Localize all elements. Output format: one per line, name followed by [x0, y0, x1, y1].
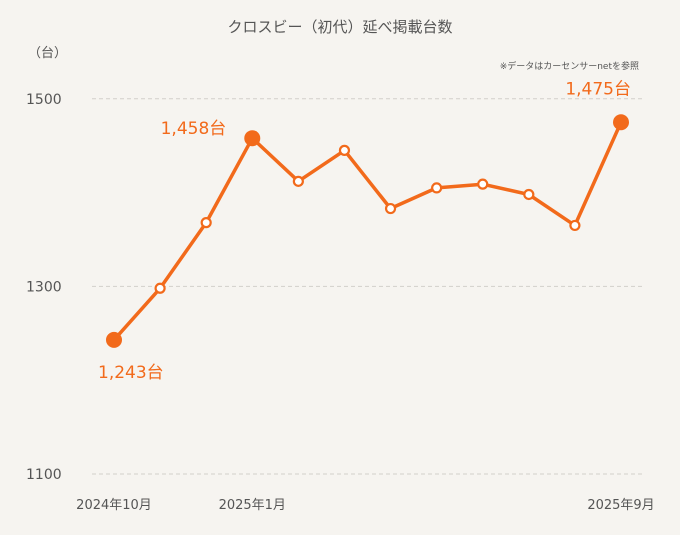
series-group — [106, 114, 629, 348]
grid-lines — [92, 98, 645, 475]
data-label: 1,475台 — [565, 79, 631, 99]
data-point — [477, 178, 489, 190]
x-tick-labels: 2024年10月 2025年1月 2025年9月 — [76, 498, 655, 513]
y-tick-labels: 1100 1300 1500 — [26, 92, 62, 483]
data-label: 1,458台 — [161, 119, 227, 139]
x-tick-label: 2025年9月 — [587, 498, 654, 513]
y-axis-unit: （台） — [28, 46, 67, 61]
data-point — [154, 282, 166, 294]
data-point — [292, 175, 304, 187]
data-point — [384, 202, 397, 215]
series-line — [112, 120, 623, 342]
x-tick-label: 2025年1月 — [219, 498, 286, 513]
data-label: 1,243台 — [98, 363, 164, 383]
data-point-highlight — [244, 130, 261, 147]
x-tick-label: 2024年10月 — [76, 498, 152, 513]
source-note: ※データはカーセンサーnetを参照 — [500, 60, 639, 72]
data-point — [523, 188, 535, 201]
data-point-highlight — [106, 331, 122, 348]
y-tick-label: 1300 — [26, 279, 62, 295]
y-tick-label: 1100 — [26, 467, 62, 483]
data-point — [431, 182, 443, 194]
data-labels: 1,243台 1,458台 1,475台 — [98, 79, 631, 383]
data-point — [200, 217, 212, 229]
chart-title: クロスビー（初代）延べ掲載台数 — [227, 18, 452, 36]
data-point-highlight — [613, 114, 629, 131]
y-tick-label: 1500 — [26, 92, 62, 108]
data-point — [338, 144, 351, 156]
data-point — [569, 219, 581, 232]
